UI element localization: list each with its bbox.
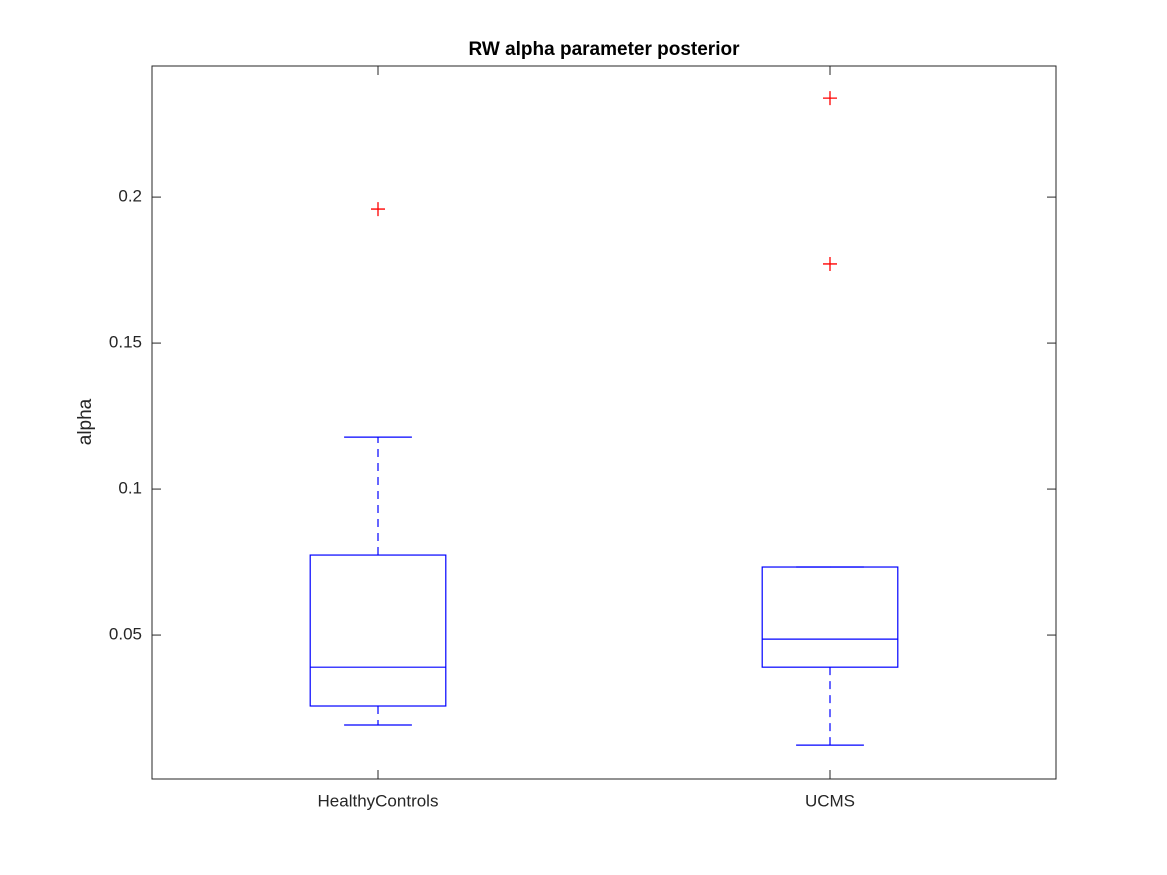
box [761,566,899,668]
y-tick-label: 0.2 [118,187,142,206]
plot-frame [151,65,1057,780]
y-tick-label: 0.15 [109,333,142,352]
y-tick-label: 0.05 [109,625,142,644]
y-axis-label: alpha [75,398,96,445]
box [309,554,447,707]
y-tick-label: 0.1 [118,479,142,498]
outlier [823,256,837,271]
x-tick-label: HealthyControls [318,791,439,810]
outlier [371,202,385,217]
chart-title: RW alpha parameter posterior [468,39,740,60]
x-tick-label: UCMS [805,791,855,810]
outlier [823,91,837,106]
